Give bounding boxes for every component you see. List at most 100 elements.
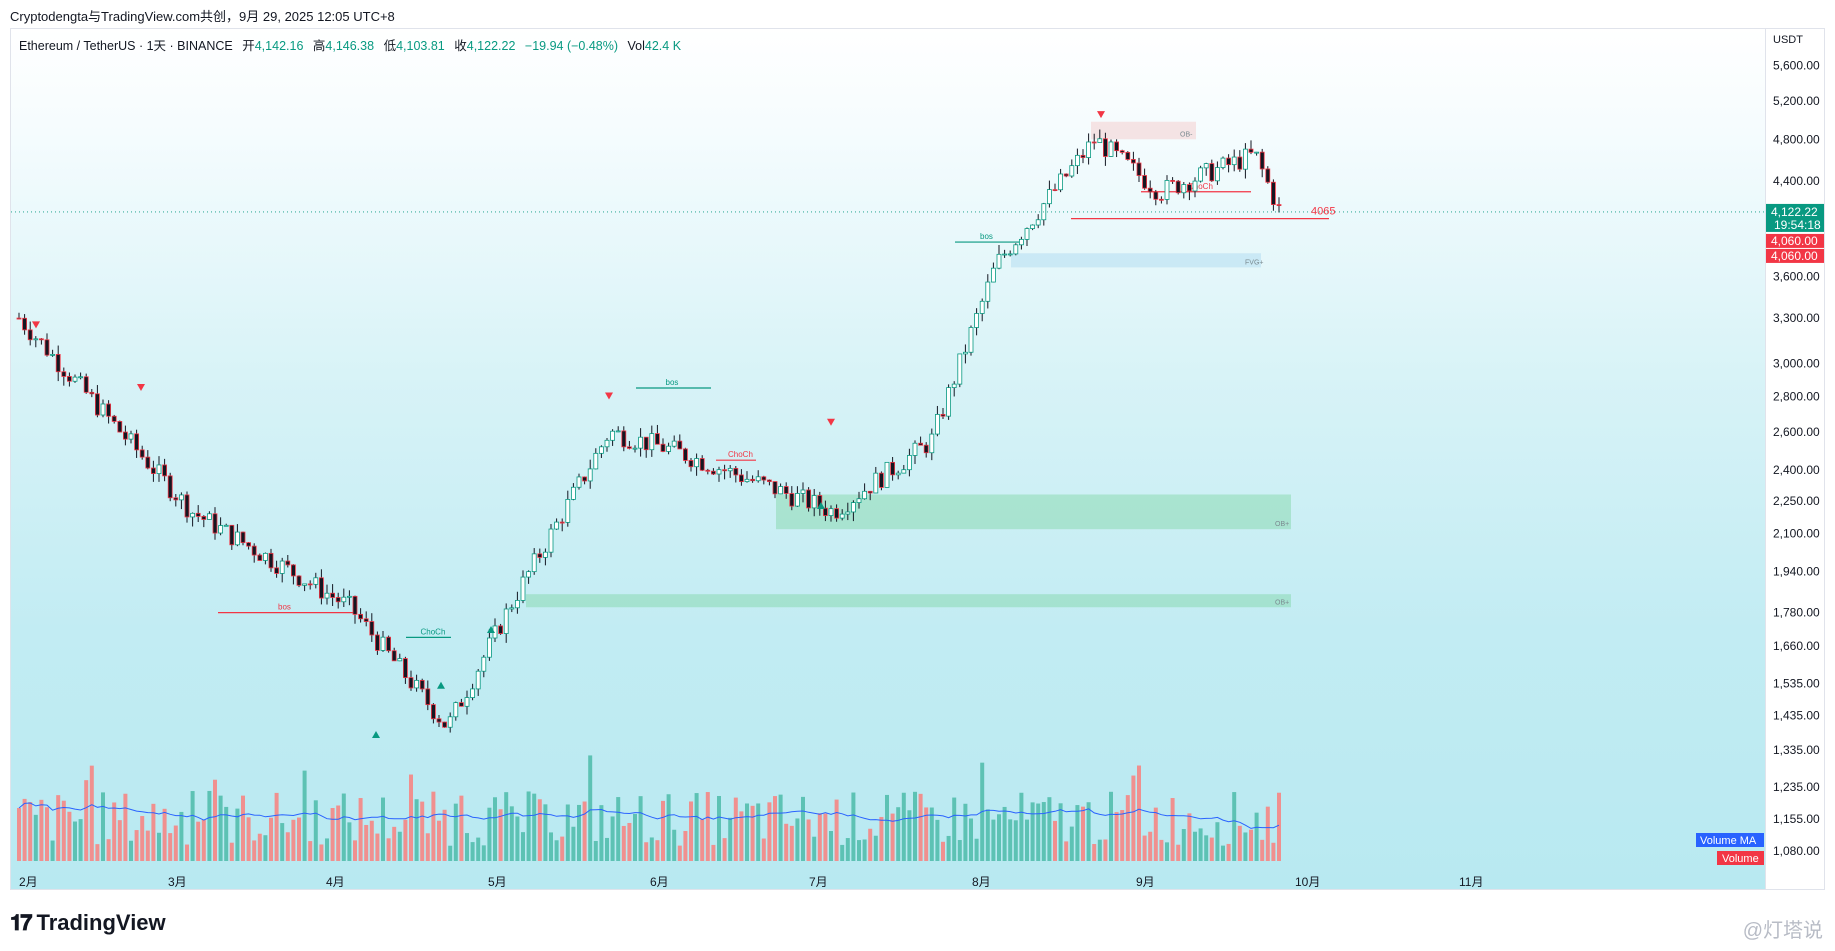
candle-body [554, 521, 559, 530]
candle-body [1254, 151, 1259, 154]
price-axis[interactable] [1765, 29, 1824, 889]
volume-bar [761, 838, 766, 861]
volume-bar [929, 807, 934, 861]
time-tick-label: 5月 [488, 875, 507, 889]
volume-bar [1170, 798, 1175, 861]
volume-bar [397, 831, 402, 861]
volume-bar [168, 833, 173, 861]
volume-bar [1125, 795, 1130, 861]
volume-bar [151, 803, 156, 861]
volume-bar [571, 826, 576, 861]
candle-body [44, 339, 50, 356]
volume-bar [420, 801, 425, 861]
candle-body [95, 393, 100, 416]
candle-body [178, 494, 184, 501]
candle-body [895, 472, 901, 476]
candle-body [1215, 167, 1220, 182]
price-tick-label: 2,600.00 [1773, 425, 1820, 439]
chart-frame[interactable]: Ethereum / TetherUS · 1天 · BINANCE 开4,14… [10, 28, 1825, 890]
volume-bar [1025, 819, 1029, 861]
candle-body [907, 455, 912, 471]
candle-body [531, 553, 537, 573]
candle-body [985, 281, 991, 302]
volume-bar [1058, 803, 1063, 861]
volume-bar [627, 822, 632, 861]
price-chart[interactable]: USDT5,600.005,200.004,800.004,400.004,00… [11, 29, 1825, 890]
volume-bar [1137, 765, 1141, 861]
candle-body [1007, 253, 1013, 256]
volume-bar [784, 823, 789, 861]
volume-bar [1277, 792, 1281, 861]
volume-bar [913, 791, 917, 861]
volume-bar [487, 807, 492, 861]
volume-bar [28, 802, 33, 861]
volume-bar [941, 841, 945, 861]
candle-body [296, 575, 302, 586]
candle-body [419, 679, 425, 690]
volume-bar [1249, 829, 1253, 861]
volume-bar [677, 845, 682, 861]
volume-bar [834, 799, 839, 861]
candle-body [1164, 180, 1170, 200]
price-marker-text: 4,060.00 [1771, 249, 1818, 263]
candle-body [856, 498, 862, 503]
candle-body [425, 688, 431, 706]
volume-text: Volume [1722, 853, 1759, 865]
time-tick-label: 2月 [19, 875, 38, 889]
volume-bar [918, 793, 923, 861]
volume-bar [845, 838, 850, 861]
order-block-zone [1091, 121, 1196, 140]
volume-bar [442, 809, 447, 861]
candle-body [262, 552, 268, 561]
volume-bar [257, 833, 262, 861]
volume-bar [145, 830, 150, 861]
candle-body [615, 430, 621, 433]
candle-body [391, 650, 397, 662]
price-tick-label: 5,600.00 [1773, 59, 1820, 73]
candle-body [604, 439, 610, 448]
volume-bar [644, 842, 649, 861]
volume-bar [689, 801, 693, 861]
candle-body [755, 476, 761, 482]
candle-body [246, 542, 252, 547]
volume-bar [224, 806, 229, 861]
candle-body [789, 493, 795, 507]
sell-signal-icon [1097, 111, 1105, 119]
volume-bar [638, 796, 643, 861]
candle-body [795, 493, 800, 507]
order-block-zone [1011, 253, 1261, 268]
candle-body [358, 613, 364, 620]
volume-bar [868, 828, 873, 861]
candle-body [951, 383, 957, 388]
volume-bar [56, 795, 61, 861]
sell-signal-icon [827, 418, 835, 426]
volume-bar [649, 837, 654, 861]
volume-bar [857, 840, 861, 861]
candle-body [346, 595, 352, 598]
structure-label: ChoCh [421, 627, 446, 636]
candle-body [184, 494, 190, 518]
volume-bar [812, 836, 817, 861]
volume-bar [879, 816, 884, 861]
volume-bar [862, 839, 867, 861]
volume-bar [554, 840, 559, 861]
price-tick-label: 2,400.00 [1773, 463, 1820, 477]
volume-bar [1165, 842, 1169, 861]
volume-bar [185, 844, 189, 861]
candle-body [716, 469, 722, 475]
volume-bar [1142, 835, 1147, 861]
volume-bar [1187, 813, 1192, 861]
candle-body [251, 545, 257, 556]
candle-body [643, 436, 649, 451]
candle-body [1136, 162, 1142, 176]
volume-bar [117, 820, 122, 861]
countdown-text: 19:54:18 [1774, 218, 1821, 232]
volume-bar [1237, 825, 1242, 861]
candle-body [290, 564, 296, 577]
volume-bar [1232, 792, 1237, 861]
tradingview-brand: 𝟏𝟕 TradingView [10, 910, 166, 936]
candle-body [783, 486, 789, 494]
candle-body [750, 478, 755, 482]
volume-bar [1226, 843, 1231, 861]
candle-body [173, 497, 179, 501]
